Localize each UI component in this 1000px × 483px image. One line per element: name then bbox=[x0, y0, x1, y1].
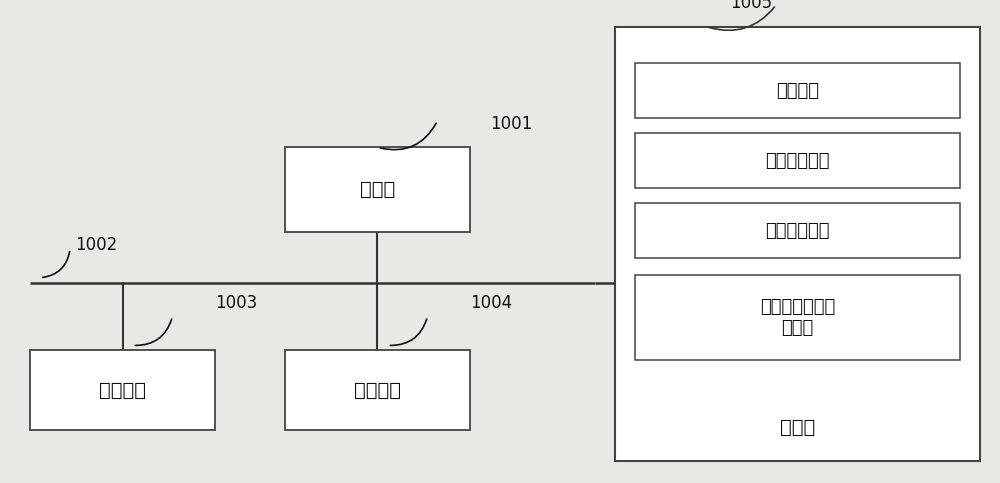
Bar bbox=[635, 133, 960, 188]
Bar bbox=[285, 147, 470, 232]
Text: 1002: 1002 bbox=[75, 236, 117, 254]
Bar bbox=[30, 350, 215, 430]
Text: 基于礼品卡的支
付程序: 基于礼品卡的支 付程序 bbox=[760, 298, 835, 337]
Bar bbox=[635, 63, 960, 118]
Bar bbox=[635, 275, 960, 360]
Bar bbox=[285, 350, 470, 430]
Text: 处理器: 处理器 bbox=[360, 180, 395, 199]
Text: 1004: 1004 bbox=[470, 294, 512, 312]
Bar bbox=[635, 203, 960, 258]
Text: 1005: 1005 bbox=[730, 0, 772, 12]
Text: 操作系统: 操作系统 bbox=[776, 82, 819, 99]
Text: 用户接口: 用户接口 bbox=[99, 381, 146, 399]
Bar bbox=[615, 27, 980, 461]
Text: 存储器: 存储器 bbox=[780, 418, 815, 437]
Text: 1003: 1003 bbox=[215, 294, 257, 312]
Text: 网络接口: 网络接口 bbox=[354, 381, 401, 399]
Text: 网络通信模块: 网络通信模块 bbox=[765, 152, 830, 170]
Text: 1001: 1001 bbox=[490, 115, 532, 133]
Text: 用户接口模块: 用户接口模块 bbox=[765, 222, 830, 240]
